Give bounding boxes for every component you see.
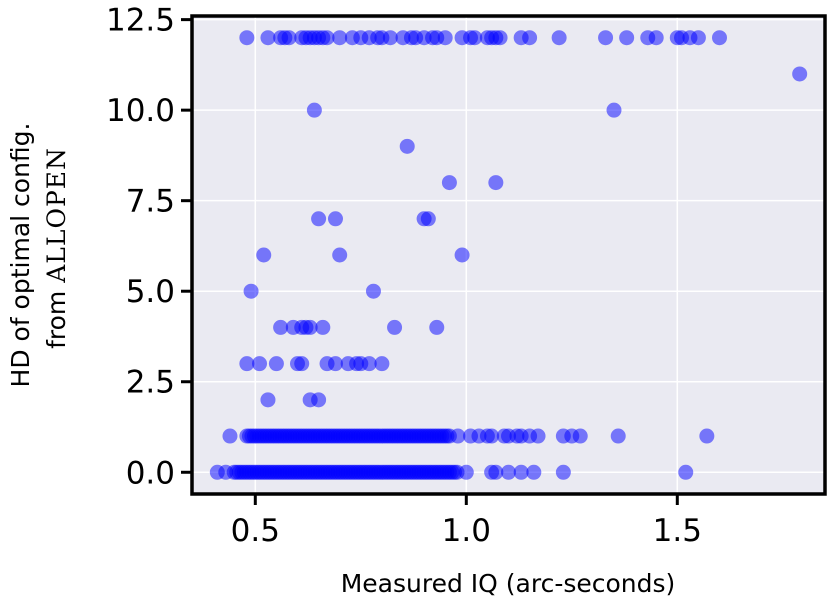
data-point (256, 247, 272, 263)
y-axis-label-line2: from ALLOPEN (42, 147, 71, 349)
data-point (551, 30, 567, 46)
x-tick-label: 1.5 (653, 513, 702, 549)
data-point (522, 30, 538, 46)
data-point (699, 428, 715, 444)
data-point (361, 356, 377, 372)
data-point (488, 464, 504, 480)
data-point (302, 319, 318, 335)
data-point (619, 30, 635, 46)
data-point (365, 283, 381, 299)
data-point (222, 428, 238, 444)
data-point (526, 464, 542, 480)
data-point (441, 175, 457, 191)
data-point (429, 319, 445, 335)
data-point (260, 392, 276, 408)
data-point (492, 30, 508, 46)
data-point (690, 30, 706, 46)
data-point (260, 30, 276, 46)
plot-background (192, 16, 825, 494)
data-point (387, 319, 403, 335)
data-point (437, 30, 453, 46)
y-tick-label: 2.5 (126, 365, 175, 401)
data-point (218, 464, 234, 480)
y-tick-label: 7.5 (126, 184, 175, 220)
data-point (315, 319, 331, 335)
data-point (281, 30, 297, 46)
data-point (239, 30, 255, 46)
data-point (374, 356, 390, 372)
data-point (606, 102, 622, 118)
data-point (327, 356, 343, 372)
data-point (610, 428, 626, 444)
data-point (268, 356, 284, 372)
data-point (572, 428, 588, 444)
data-point (311, 392, 327, 408)
data-point (488, 175, 504, 191)
data-point (332, 30, 348, 46)
data-point (239, 356, 255, 372)
data-point (501, 464, 516, 480)
data-point (252, 356, 268, 372)
data-point (530, 428, 546, 444)
data-point (712, 30, 727, 46)
y-tick-label: 5.0 (126, 274, 175, 310)
data-point (420, 211, 436, 227)
data-point (306, 102, 322, 118)
data-point (598, 30, 614, 46)
y-axis-label-2: from ALLOPEN (42, 147, 71, 349)
data-point (648, 30, 664, 46)
data-point (555, 464, 571, 480)
x-axis-label: Measured IQ (arc-seconds) (341, 569, 676, 598)
x-tick-label: 1.0 (442, 513, 491, 549)
x-axis-ticks: 0.5 1.0 1.5 (231, 494, 702, 549)
y-axis-label-prefix: from (42, 283, 71, 349)
y-tick-label: 10.0 (106, 93, 175, 129)
data-point (319, 30, 335, 46)
y-tick-label: 12.5 (106, 3, 175, 39)
data-point (399, 138, 415, 154)
data-point (513, 464, 529, 480)
y-axis-label: HD of optimal config. (6, 123, 35, 388)
data-point (484, 428, 500, 444)
data-point (382, 30, 398, 46)
data-point (678, 464, 694, 480)
data-points (209, 30, 808, 480)
data-point (332, 247, 348, 263)
data-point (243, 283, 259, 299)
data-point (454, 247, 470, 263)
data-point (311, 211, 327, 227)
y-axis-label-name: ALLOPEN (42, 147, 71, 284)
data-point (450, 428, 466, 444)
y-axis-label-line1: HD of optimal config. (6, 123, 35, 388)
plot-frame (190, 14, 827, 496)
data-point (294, 356, 310, 372)
data-point (273, 319, 289, 335)
y-tick-label: 0.0 (126, 455, 175, 491)
data-point (467, 30, 483, 46)
y-axis-ticks: 0.0 2.5 5.0 7.5 10.0 12.5 (106, 3, 192, 491)
data-point (458, 464, 474, 480)
data-point (792, 66, 808, 82)
x-tick-label: 0.5 (231, 513, 280, 549)
data-point (327, 211, 343, 227)
